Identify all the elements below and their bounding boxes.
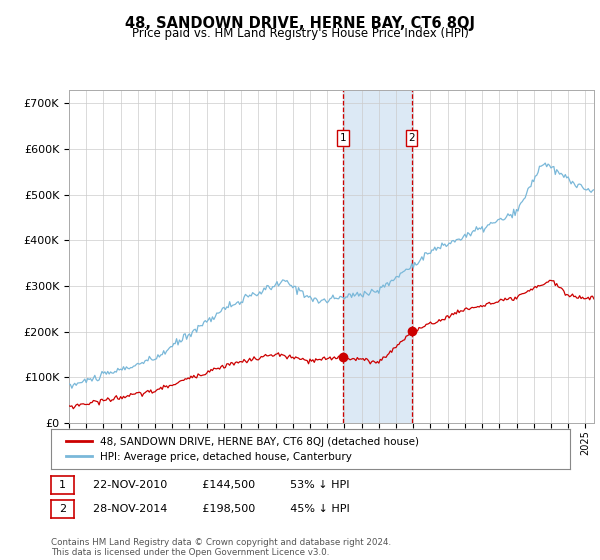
Text: Price paid vs. HM Land Registry's House Price Index (HPI): Price paid vs. HM Land Registry's House … [131, 27, 469, 40]
Text: 2: 2 [408, 133, 415, 143]
Bar [343, 90, 412, 423]
Legend: 48, SANDOWN DRIVE, HERNE BAY, CT6 8QJ (detached house), HPI: Average price, deta: 48, SANDOWN DRIVE, HERNE BAY, CT6 8QJ (d… [61, 432, 423, 466]
Text: 48, SANDOWN DRIVE, HERNE BAY, CT6 8QJ: 48, SANDOWN DRIVE, HERNE BAY, CT6 8QJ [125, 16, 475, 31]
Text: Contains HM Land Registry data © Crown copyright and database right 2024.
This d: Contains HM Land Registry data © Crown c… [51, 538, 391, 557]
Text: 1: 1 [59, 480, 66, 490]
Text: 2: 2 [59, 504, 66, 514]
Text: 22-NOV-2010          £144,500          53% ↓ HPI: 22-NOV-2010 £144,500 53% ↓ HPI [93, 480, 349, 490]
Text: 1: 1 [340, 133, 346, 143]
Text: 28-NOV-2014          £198,500          45% ↓ HPI: 28-NOV-2014 £198,500 45% ↓ HPI [93, 504, 350, 514]
